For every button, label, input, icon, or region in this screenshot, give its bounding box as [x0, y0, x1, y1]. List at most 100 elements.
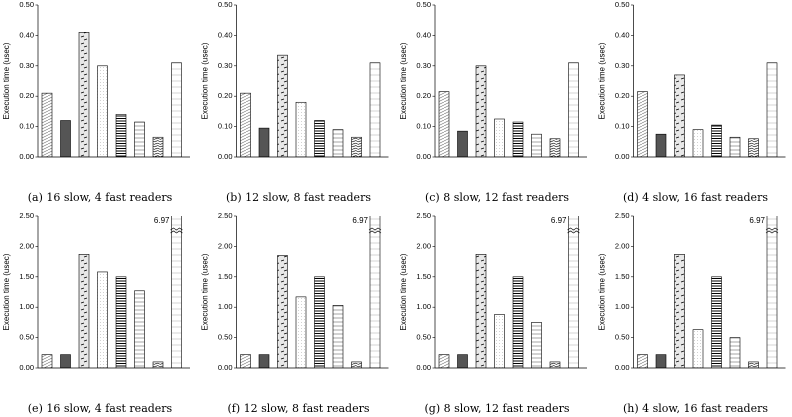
bar [692, 129, 704, 157]
y-axis-label: Execution time (usec) [2, 42, 11, 119]
bars [438, 216, 579, 368]
axis-break [170, 227, 183, 234]
bar [475, 65, 487, 157]
y-tick-label: 2.50 [416, 211, 431, 220]
y-tick-label: 1.50 [19, 272, 34, 281]
y-tick-label: 0.50 [218, 0, 233, 9]
bar [369, 62, 381, 157]
bar [240, 354, 251, 368]
y-tick-label: 0.00 [218, 152, 233, 161]
subplot: Execution time (usec) 0.00 0.50 1.00 1.50 2.0… [598, 211, 786, 415]
bar [60, 354, 71, 368]
y-tick-label: 0.10 [416, 122, 431, 131]
bar [475, 254, 487, 368]
y-tick-label: 0.10 [218, 122, 233, 131]
bar [512, 276, 524, 368]
y-tick-label: 2.00 [416, 241, 431, 250]
y-tick-label: 2.00 [218, 241, 233, 250]
y-tick-label: 0.30 [615, 61, 630, 70]
subplot: Execution time (usec) 0.00 0.10 0.20 0.30 0.4… [201, 0, 389, 204]
y-tick-label: 0.40 [218, 30, 233, 39]
y-axis-label: Execution time (usec) [598, 253, 607, 330]
caption: (c) 8 slow, 12 fast readers [425, 191, 569, 204]
bar [549, 138, 561, 157]
y-tick-label: 0.00 [416, 152, 431, 161]
bar [438, 354, 450, 368]
y-tick-label: 0.50 [19, 333, 34, 342]
bar [314, 120, 325, 157]
bar [41, 92, 53, 157]
bar [711, 276, 722, 368]
caption: (d) 4 slow, 16 fast readers [623, 191, 768, 204]
bar [258, 127, 270, 157]
bar [729, 337, 741, 368]
bar [692, 329, 704, 368]
y-tick-label: 0.30 [416, 61, 431, 70]
value-label: 6.97 [551, 216, 567, 225]
y-tick-label: 0.20 [416, 91, 431, 100]
value-label: 6.97 [154, 216, 170, 225]
bar [711, 124, 722, 157]
bar [351, 361, 362, 368]
bars [637, 216, 778, 368]
subplot: Execution time (usec) 0.00 0.10 0.20 0.30 0.4… [598, 0, 786, 204]
axis-break [765, 227, 779, 234]
y-tick-label: 0.50 [416, 0, 431, 9]
bar [115, 276, 127, 368]
y-tick-label: 1.00 [615, 302, 630, 311]
bar [258, 354, 270, 368]
bar [748, 138, 759, 157]
caption: (g) 8 slow, 12 fast readers [425, 402, 570, 415]
y-axis-label: Execution time (usec) [399, 253, 408, 330]
bar [766, 62, 778, 157]
y-axis-label: Execution time (usec) [201, 42, 210, 119]
bar [351, 136, 362, 157]
subplot: Execution time (usec) 0.00 0.50 1.00 1.50 2.0… [399, 211, 587, 415]
y-tick-label: 0.00 [615, 152, 630, 161]
y-tick-label: 0.30 [218, 61, 233, 70]
bar [549, 361, 561, 368]
bar [512, 121, 524, 157]
y-tick-label: 1.50 [218, 272, 233, 281]
bar [457, 130, 468, 157]
y-tick-label: 2.50 [218, 211, 233, 220]
bar [438, 91, 450, 157]
subplot: Execution time (usec) 0.00 0.50 1.00 1.50 2.0… [201, 211, 389, 415]
bar [134, 121, 145, 157]
bar [240, 92, 251, 157]
bar [314, 276, 325, 368]
y-tick-label: 0.10 [19, 122, 34, 131]
bar [369, 216, 381, 368]
bars [637, 62, 778, 157]
caption: (b) 12 slow, 8 fast readers [226, 191, 371, 204]
bar [531, 322, 542, 368]
y-tick-label: 2.00 [19, 241, 34, 250]
bar [637, 354, 648, 368]
y-tick-label: 0.00 [416, 363, 431, 372]
y-tick-label: 0.30 [19, 61, 34, 70]
bar [78, 32, 90, 157]
y-tick-label: 0.00 [218, 363, 233, 372]
bar [748, 361, 759, 368]
bar [766, 216, 778, 368]
y-tick-label: 2.50 [19, 211, 34, 220]
bar [171, 62, 182, 157]
bars [240, 54, 381, 157]
y-tick-label: 0.00 [19, 363, 34, 372]
bar [494, 314, 505, 368]
y-tick-label: 1.00 [416, 302, 431, 311]
bar [655, 354, 667, 368]
y-tick-label: 0.50 [19, 0, 34, 9]
subplot: Execution time (usec) 0.00 0.50 1.00 1.50 2.0… [2, 211, 190, 415]
y-tick-label: 1.50 [416, 272, 431, 281]
bar [41, 354, 53, 368]
value-label: 6.97 [749, 216, 765, 225]
subplot: Execution time (usec) 0.00 0.10 0.20 0.30 0.4… [399, 0, 587, 204]
bar [637, 91, 648, 157]
y-tick-label: 0.10 [615, 122, 630, 131]
bar [78, 254, 90, 368]
y-axis-label: Execution time (usec) [2, 253, 11, 330]
y-tick-label: 0.00 [19, 152, 34, 161]
bar [60, 120, 71, 157]
